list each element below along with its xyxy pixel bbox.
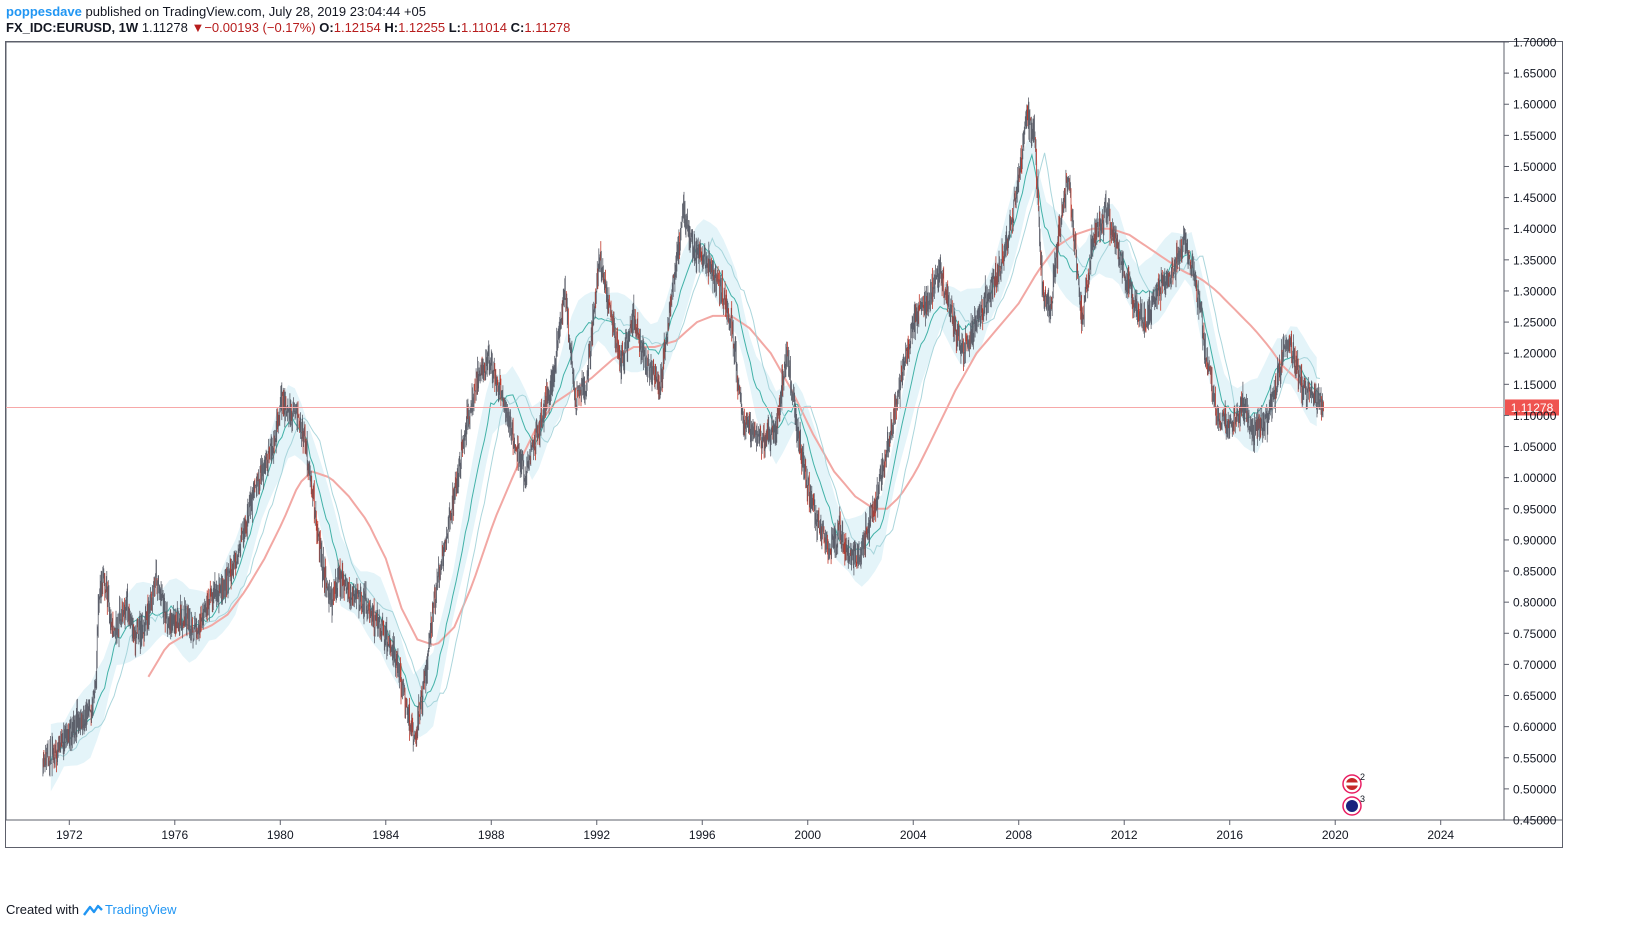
y-tick-label: 1.00000 <box>1513 471 1557 485</box>
footer: Created with TradingView <box>6 902 177 918</box>
event-count-label: 3 <box>1360 794 1365 804</box>
x-tick-label: 2004 <box>900 828 927 842</box>
x-tick-label: 1972 <box>56 828 83 842</box>
close-value: 1.11278 <box>524 20 571 35</box>
y-tick-label: 1.40000 <box>1513 222 1557 236</box>
y-tick-label: 0.55000 <box>1513 751 1557 765</box>
publish-line: poppesdave published on TradingView.com,… <box>6 4 570 20</box>
symbol-title[interactable]: FX_IDC:EURUSD, 1W <box>6 20 139 35</box>
y-tick-label: 1.05000 <box>1513 440 1557 454</box>
eu-flag-icon-fill <box>1346 800 1358 812</box>
author-link[interactable]: poppesdave <box>6 4 82 19</box>
open-value: 1.12154 <box>333 20 381 35</box>
close-label: C: <box>510 20 525 35</box>
ohlc-line: FX_IDC:EURUSD, 1W 1.11278 ▼−0.00193 (−0.… <box>6 20 570 36</box>
y-tick-label: 1.65000 <box>1513 67 1557 81</box>
y-tick-label: 0.50000 <box>1513 782 1557 796</box>
y-tick-label: 0.80000 <box>1513 596 1557 610</box>
y-tick-label: 0.90000 <box>1513 533 1557 547</box>
last-price: 1.11278 <box>141 20 188 35</box>
y-tick-label: 0.85000 <box>1513 565 1557 579</box>
flag-stripe <box>1346 782 1358 786</box>
last-price-tag <box>1505 399 1559 416</box>
x-tick-label: 2020 <box>1322 828 1349 842</box>
y-tick-label: 0.60000 <box>1513 720 1557 734</box>
x-tick-label: 2016 <box>1216 828 1243 842</box>
y-tick-label: 1.25000 <box>1513 316 1557 330</box>
x-tick-label: 1980 <box>267 828 294 842</box>
y-tick-label: 1.10000 <box>1513 409 1557 423</box>
tradingview-logo-icon <box>83 904 103 916</box>
y-tick-label: 1.30000 <box>1513 284 1557 298</box>
y-tick-label: 1.60000 <box>1513 98 1557 112</box>
y-tick-label: 1.45000 <box>1513 191 1557 205</box>
down-arrow-icon: ▼ <box>191 20 205 35</box>
y-tick-label: 1.20000 <box>1513 347 1557 361</box>
x-tick-label: 2008 <box>1005 828 1032 842</box>
event-count-label: 2 <box>1360 772 1365 782</box>
tradingview-brand-link[interactable]: TradingView <box>83 902 177 918</box>
last-price-label: 1.11278 <box>1511 401 1554 415</box>
x-tick-label: 2000 <box>794 828 821 842</box>
chart-header: poppesdave published on TradingView.com,… <box>6 4 570 36</box>
publish-info: published on TradingView.com, July 28, 2… <box>85 4 427 19</box>
x-tick-label: 2024 <box>1427 828 1454 842</box>
created-with-label: Created with <box>6 902 79 917</box>
ma-cloud-band <box>50 134 1317 792</box>
chart-border <box>5 41 1563 848</box>
low-label: L: <box>448 20 461 35</box>
y-tick-label: 1.35000 <box>1513 253 1557 267</box>
y-tick-label: 1.70000 <box>1513 36 1557 50</box>
low-value: 1.11014 <box>460 20 508 35</box>
fast-moving-average-line <box>50 153 1321 762</box>
x-tick-label: 1996 <box>689 828 716 842</box>
x-tick-label: 1984 <box>372 828 399 842</box>
y-tick-label: 0.65000 <box>1513 689 1557 703</box>
x-tick-label: 1988 <box>478 828 505 842</box>
y-tick-label: 0.45000 <box>1513 814 1557 828</box>
x-tick-label: 1976 <box>161 828 188 842</box>
open-label: O: <box>319 20 334 35</box>
price-change: −0.00193 (−0.17%) <box>204 20 316 35</box>
y-tick-label: 1.50000 <box>1513 160 1557 174</box>
high-label: H: <box>384 20 399 35</box>
y-tick-label: 0.75000 <box>1513 627 1557 641</box>
mid-moving-average-line <box>50 152 1320 758</box>
tradingview-brand-label: TradingView <box>104 902 177 917</box>
y-tick-label: 1.55000 <box>1513 129 1557 143</box>
x-tick-label: 2012 <box>1111 828 1138 842</box>
high-value: 1.12255 <box>398 20 446 35</box>
y-tick-label: 1.15000 <box>1513 378 1557 392</box>
y-tick-label: 0.70000 <box>1513 658 1557 672</box>
x-tick-label: 1992 <box>583 828 610 842</box>
y-tick-label: 0.95000 <box>1513 502 1557 516</box>
